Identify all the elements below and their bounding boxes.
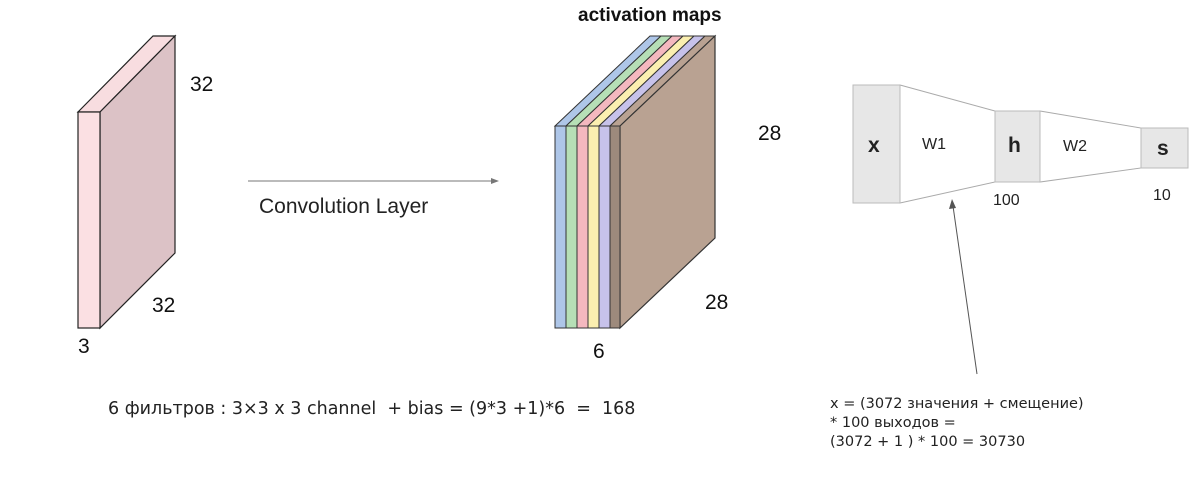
activation-map-front-face bbox=[587, 125, 600, 329]
activation-map-front-face bbox=[609, 125, 621, 329]
activation-map-front-face bbox=[576, 125, 589, 329]
input-node-x bbox=[852, 84, 901, 204]
network-diagram bbox=[852, 84, 1189, 204]
input-node-label: x bbox=[868, 134, 880, 157]
output-node-label: s bbox=[1157, 137, 1169, 160]
activation-map-slice bbox=[608, 34, 717, 330]
hidden-node-label: h bbox=[1008, 134, 1021, 157]
activation-width-label: 28 bbox=[705, 291, 728, 314]
params-note-line: * 100 выходов = bbox=[830, 415, 956, 431]
params-note-line: x = (3072 значения + смещение) bbox=[830, 396, 1084, 412]
params-note: x = (3072 значения + смещение) * 100 вых… bbox=[830, 395, 1084, 452]
w1-label: W1 bbox=[922, 136, 946, 153]
input-depth-label: 3 bbox=[78, 335, 90, 358]
w2-label: W2 bbox=[1063, 138, 1087, 155]
arrow-label: Convolution Layer bbox=[259, 195, 428, 218]
hidden-node-h bbox=[994, 110, 1041, 183]
params-note-line: (3072 + 1 ) * 100 = 30730 bbox=[830, 434, 1026, 450]
activation-maps-stack bbox=[553, 34, 717, 330]
arrowhead bbox=[491, 178, 499, 184]
filters-note: 6 фильтров : 3×3 x 3 channel + bias = (9… bbox=[108, 399, 636, 419]
input-volume bbox=[76, 34, 177, 330]
activation-map-front-face bbox=[554, 125, 567, 329]
w2-trapezoid bbox=[1039, 110, 1142, 183]
activation-height-label: 28 bbox=[758, 122, 781, 145]
input-volume-front-face bbox=[77, 111, 101, 329]
pointer-arrow bbox=[949, 199, 978, 375]
activation-title: activation maps bbox=[578, 5, 722, 26]
activation-map-front-face bbox=[565, 125, 578, 329]
input-width-label: 32 bbox=[152, 294, 175, 317]
hidden-size-label: 100 bbox=[993, 192, 1020, 209]
convolution-arrow bbox=[248, 178, 499, 184]
input-height-label: 32 bbox=[190, 73, 213, 96]
w1-trapezoid bbox=[899, 84, 996, 204]
output-size-label: 10 bbox=[1153, 187, 1171, 204]
pointer-line bbox=[952, 205, 978, 375]
activation-depth-label: 6 bbox=[593, 340, 605, 363]
pointer-arrowhead bbox=[949, 199, 956, 209]
activation-map-front-face bbox=[598, 125, 611, 329]
output-node-s bbox=[1140, 127, 1189, 169]
